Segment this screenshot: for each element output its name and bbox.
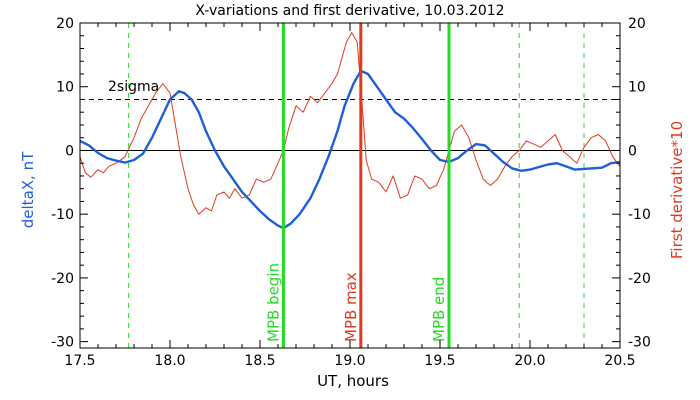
y-tick-label-left: 0 — [65, 143, 74, 159]
y-tick-label-left: -20 — [51, 271, 74, 287]
x-tick-label: 17.5 — [64, 353, 95, 369]
y-tick-label-right: 10 — [628, 80, 646, 96]
x-tick-label: 18.0 — [154, 353, 185, 369]
y-tick-label-right: -30 — [628, 335, 651, 351]
mpb-begin-label: MPB begin — [264, 263, 282, 342]
derivative-line — [79, 32, 621, 215]
y-tick-label-left: 20 — [56, 16, 74, 32]
deltax-line — [79, 69, 621, 230]
x-tick-label: 19.0 — [334, 353, 365, 369]
y-axis-label-right: First derivative*10 — [668, 121, 686, 259]
x-tick-label: 19.5 — [424, 353, 455, 369]
mpb-max-label: MPB max — [342, 272, 360, 342]
y-axis-label-left: deltaX, nT — [19, 151, 37, 228]
mpb-end-label: MPB end — [430, 277, 448, 342]
y-tick-label-left: -10 — [51, 207, 74, 223]
x-tick-label: 18.5 — [244, 353, 275, 369]
x-tick-label: 20.0 — [514, 353, 545, 369]
x-axis-label: UT, hours — [317, 372, 389, 390]
y-tick-label-right: -20 — [628, 271, 651, 287]
x-tick-label: 20.5 — [604, 353, 635, 369]
y-tick-label-right: 20 — [628, 16, 646, 32]
y-tick-label-right: -10 — [628, 207, 651, 223]
y-tick-label-left: 10 — [56, 80, 74, 96]
threshold-label: 2sigma — [108, 79, 159, 95]
y-tick-label-right: 0 — [628, 143, 637, 159]
chart-title: X-variations and first derivative, 10.03… — [195, 3, 504, 19]
y-tick-label-left: -30 — [51, 335, 74, 351]
